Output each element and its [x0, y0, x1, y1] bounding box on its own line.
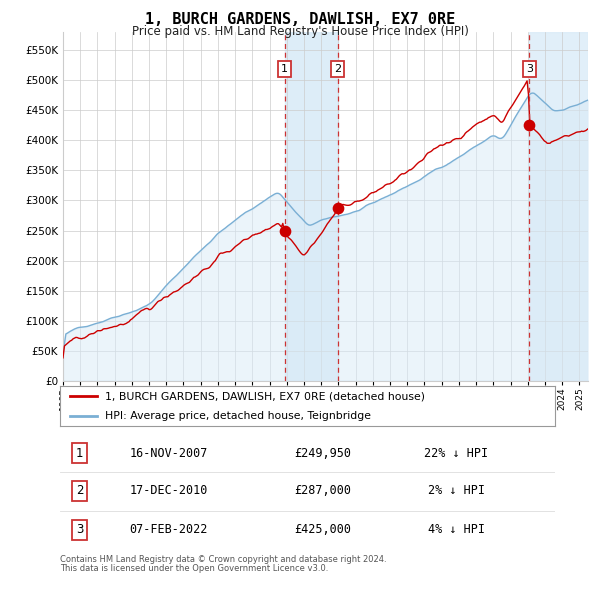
Bar — [529, 32, 588, 381]
Text: 4% ↓ HPI: 4% ↓ HPI — [427, 523, 485, 536]
Text: 2: 2 — [76, 484, 83, 497]
Text: 07-FEB-2022: 07-FEB-2022 — [130, 523, 208, 536]
Text: 16-NOV-2007: 16-NOV-2007 — [130, 447, 208, 460]
Point — [524, 121, 534, 130]
Text: 1, BURCH GARDENS, DAWLISH, EX7 0RE: 1, BURCH GARDENS, DAWLISH, EX7 0RE — [145, 12, 455, 27]
Text: £287,000: £287,000 — [294, 484, 351, 497]
Text: 1: 1 — [76, 447, 83, 460]
Point — [333, 204, 343, 213]
Text: 2: 2 — [334, 64, 341, 74]
Bar — [284, 32, 338, 381]
Text: £425,000: £425,000 — [294, 523, 351, 536]
Text: £249,950: £249,950 — [294, 447, 351, 460]
Text: 3: 3 — [526, 64, 533, 74]
Text: Contains HM Land Registry data © Crown copyright and database right 2024.: Contains HM Land Registry data © Crown c… — [60, 555, 386, 563]
Text: This data is licensed under the Open Government Licence v3.0.: This data is licensed under the Open Gov… — [60, 564, 328, 573]
Text: 3: 3 — [76, 523, 83, 536]
Text: 17-DEC-2010: 17-DEC-2010 — [130, 484, 208, 497]
Text: 1: 1 — [281, 64, 288, 74]
Text: HPI: Average price, detached house, Teignbridge: HPI: Average price, detached house, Teig… — [104, 411, 371, 421]
Point — [280, 226, 289, 235]
Text: 2% ↓ HPI: 2% ↓ HPI — [427, 484, 485, 497]
Text: Price paid vs. HM Land Registry's House Price Index (HPI): Price paid vs. HM Land Registry's House … — [131, 25, 469, 38]
Text: 22% ↓ HPI: 22% ↓ HPI — [424, 447, 488, 460]
Text: 1, BURCH GARDENS, DAWLISH, EX7 0RE (detached house): 1, BURCH GARDENS, DAWLISH, EX7 0RE (deta… — [104, 391, 425, 401]
